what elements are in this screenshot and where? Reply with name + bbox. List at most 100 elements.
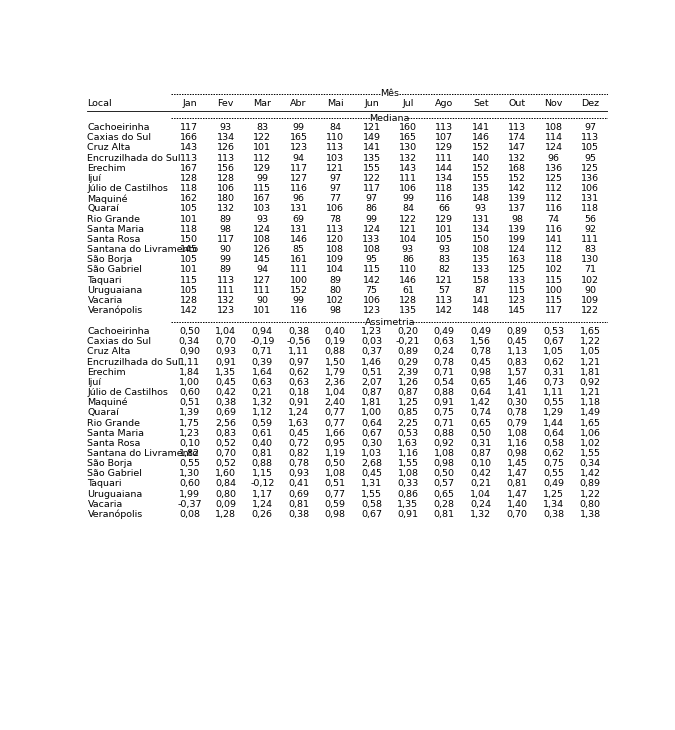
Text: 142: 142	[180, 306, 198, 315]
Text: 0,45: 0,45	[470, 358, 491, 366]
Text: 2,07: 2,07	[361, 378, 382, 387]
Text: 0,45: 0,45	[288, 429, 309, 438]
Text: Rio Grande: Rio Grande	[88, 215, 140, 223]
Text: 0,90: 0,90	[179, 347, 200, 356]
Text: 150: 150	[472, 235, 490, 244]
Text: 0,78: 0,78	[434, 358, 455, 366]
Text: 0,26: 0,26	[252, 510, 273, 519]
Text: 145: 145	[180, 245, 198, 254]
Text: 0,45: 0,45	[507, 337, 528, 346]
Text: 1,25: 1,25	[398, 398, 418, 407]
Text: 0,40: 0,40	[252, 439, 273, 447]
Text: 0,84: 0,84	[215, 480, 236, 488]
Text: 0,81: 0,81	[507, 480, 528, 488]
Text: 135: 135	[362, 153, 381, 163]
Text: 113: 113	[217, 276, 235, 285]
Text: Erechim: Erechim	[88, 368, 126, 377]
Text: 148: 148	[472, 194, 490, 203]
Text: 122: 122	[399, 215, 417, 223]
Text: 0,64: 0,64	[470, 388, 491, 397]
Text: 0,19: 0,19	[325, 337, 346, 346]
Text: 167: 167	[180, 164, 198, 173]
Text: 1,75: 1,75	[179, 418, 200, 428]
Text: 160: 160	[399, 123, 417, 132]
Text: 0,42: 0,42	[215, 388, 236, 397]
Text: 106: 106	[399, 184, 417, 193]
Text: 1,32: 1,32	[470, 510, 491, 519]
Text: 106: 106	[217, 184, 235, 193]
Text: 165: 165	[399, 134, 417, 142]
Text: 1,04: 1,04	[470, 490, 491, 499]
Text: 106: 106	[326, 204, 344, 213]
Text: 145: 145	[253, 255, 271, 264]
Text: 111: 111	[435, 153, 454, 163]
Text: 116: 116	[435, 194, 454, 203]
Text: 199: 199	[508, 235, 526, 244]
Text: 0,80: 0,80	[580, 500, 601, 509]
Text: 123: 123	[508, 296, 526, 305]
Text: 1,99: 1,99	[179, 490, 200, 499]
Text: 0,42: 0,42	[470, 469, 491, 478]
Text: 141: 141	[472, 123, 490, 132]
Text: Maquiné: Maquiné	[88, 398, 128, 407]
Text: 111: 111	[253, 285, 271, 295]
Text: 1,47: 1,47	[507, 469, 528, 478]
Text: 1,81: 1,81	[580, 368, 601, 377]
Text: Encruzilhada do Sul: Encruzilhada do Sul	[88, 153, 181, 163]
Text: Uruguaiana: Uruguaiana	[88, 490, 142, 499]
Text: 1,04: 1,04	[325, 388, 346, 397]
Text: 143: 143	[399, 164, 417, 173]
Text: 1,44: 1,44	[543, 418, 564, 428]
Text: 0,65: 0,65	[470, 418, 491, 428]
Text: 128: 128	[399, 296, 417, 305]
Text: 132: 132	[217, 204, 235, 213]
Text: 101: 101	[253, 306, 271, 315]
Text: 0,51: 0,51	[179, 398, 200, 407]
Text: 0,50: 0,50	[434, 469, 455, 478]
Text: 0,49: 0,49	[470, 327, 491, 336]
Text: 1,65: 1,65	[580, 418, 601, 428]
Text: Ijuí: Ijuí	[88, 174, 101, 183]
Text: 112: 112	[545, 245, 563, 254]
Text: 135: 135	[399, 306, 417, 315]
Text: 104: 104	[326, 266, 344, 274]
Text: 152: 152	[290, 285, 308, 295]
Text: 0,91: 0,91	[288, 398, 309, 407]
Text: 0,81: 0,81	[434, 510, 455, 519]
Text: 105: 105	[581, 144, 599, 153]
Text: 0,98: 0,98	[434, 459, 455, 468]
Text: Santa Maria: Santa Maria	[88, 225, 144, 234]
Text: 0,82: 0,82	[288, 449, 309, 458]
Text: Encruzilhada do Sul: Encruzilhada do Sul	[88, 358, 181, 366]
Text: 1,12: 1,12	[252, 408, 273, 418]
Text: 1,11: 1,11	[179, 358, 200, 366]
Text: 121: 121	[435, 276, 454, 285]
Text: 90: 90	[256, 296, 268, 305]
Text: 0,45: 0,45	[215, 378, 236, 387]
Text: 0,40: 0,40	[325, 327, 346, 336]
Text: Santa Rosa: Santa Rosa	[88, 439, 141, 447]
Text: 105: 105	[180, 285, 198, 295]
Text: 105: 105	[180, 204, 198, 213]
Text: 0,62: 0,62	[288, 368, 309, 377]
Text: 1,63: 1,63	[288, 418, 309, 428]
Text: 114: 114	[545, 134, 563, 142]
Text: 166: 166	[180, 134, 198, 142]
Text: 99: 99	[220, 255, 232, 264]
Text: 155: 155	[362, 164, 381, 173]
Text: -0,12: -0,12	[250, 480, 275, 488]
Text: 155: 155	[472, 174, 490, 183]
Text: 95: 95	[366, 255, 377, 264]
Text: 93: 93	[438, 245, 450, 254]
Text: 161: 161	[290, 255, 308, 264]
Text: 132: 132	[399, 153, 417, 163]
Text: 86: 86	[366, 204, 377, 213]
Text: Caxias do Sul: Caxias do Sul	[88, 337, 151, 346]
Text: 120: 120	[326, 235, 344, 244]
Text: 1,35: 1,35	[398, 500, 418, 509]
Text: 0,81: 0,81	[252, 449, 273, 458]
Text: 87: 87	[475, 285, 487, 295]
Text: 1,47: 1,47	[507, 490, 528, 499]
Text: 108: 108	[545, 123, 563, 132]
Text: 124: 124	[253, 225, 271, 234]
